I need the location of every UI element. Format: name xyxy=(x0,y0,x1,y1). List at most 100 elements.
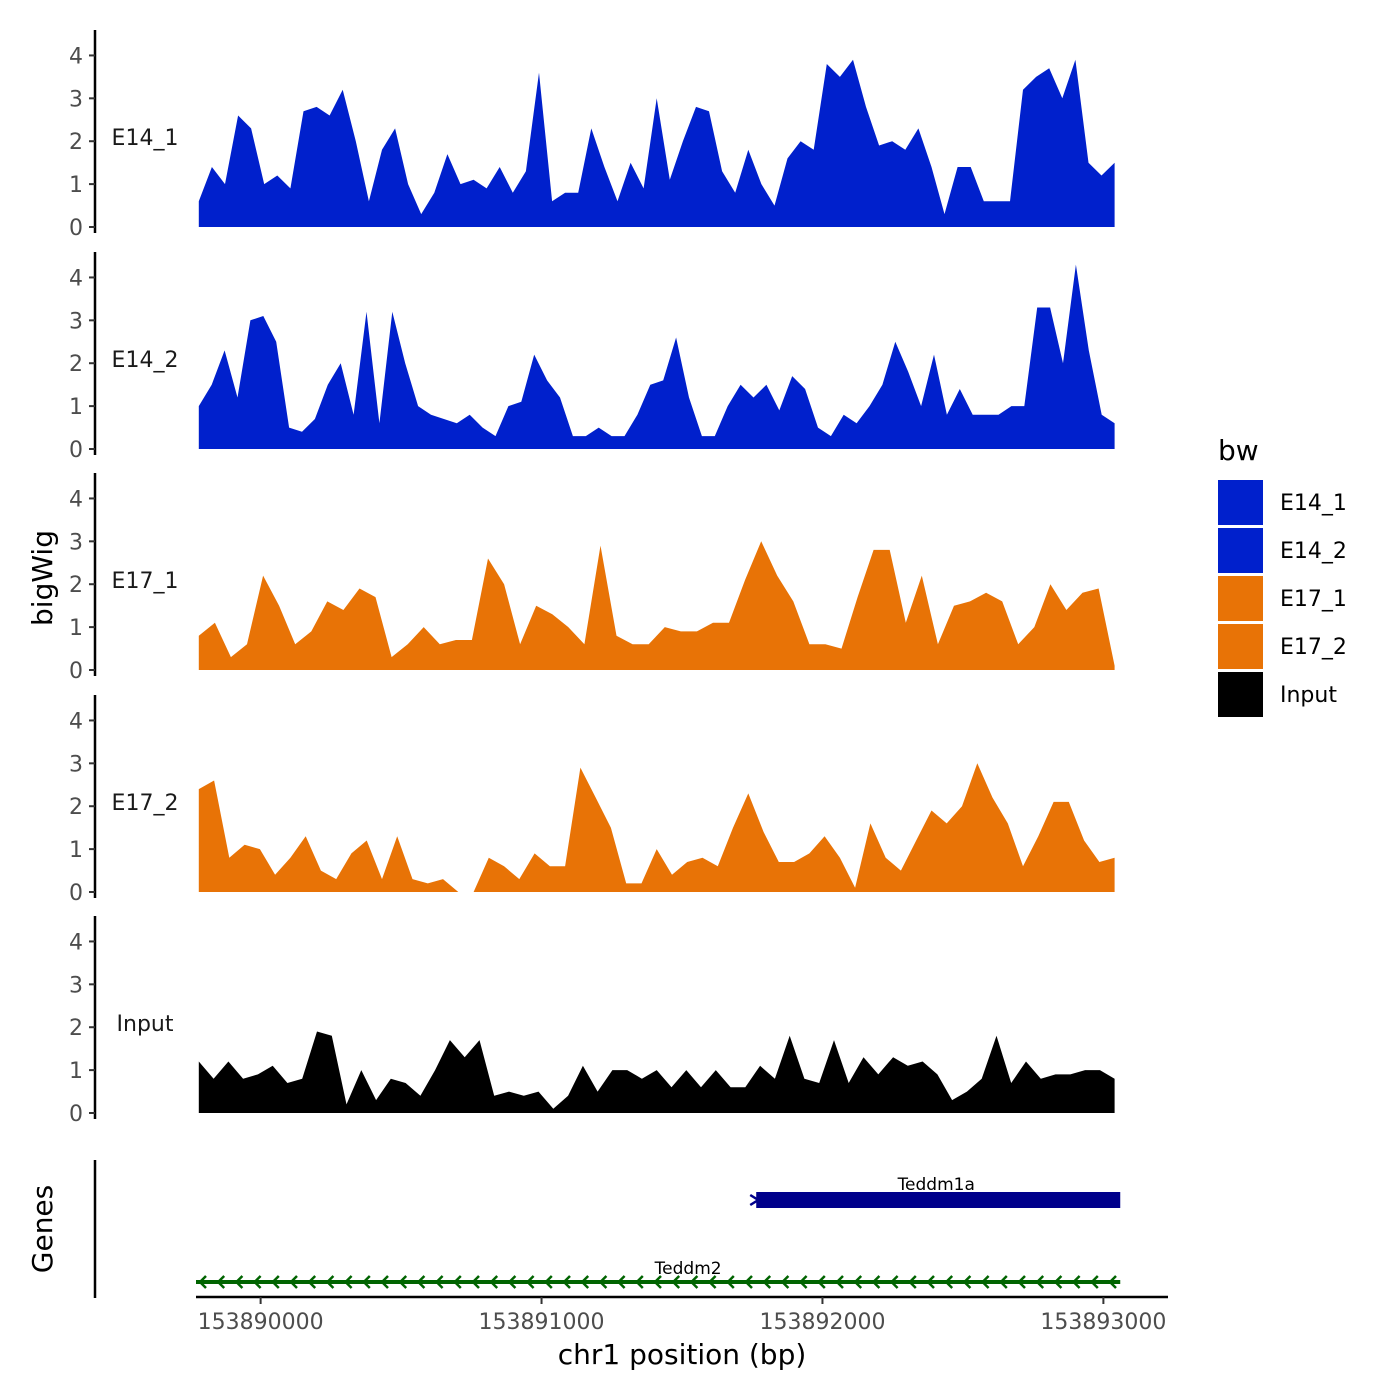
strand-arrow xyxy=(598,1275,608,1289)
track-label-E14_2: E14_2 xyxy=(112,348,179,373)
y-tick-label: 1 xyxy=(69,1059,83,1084)
track-label-Input: Input xyxy=(117,1012,174,1037)
strand-arrow xyxy=(689,1275,699,1289)
gene-label: Teddm2 xyxy=(654,1259,722,1279)
legend-label: E17_2 xyxy=(1280,635,1347,660)
strand-arrow xyxy=(525,1275,535,1289)
gene-Teddm2: Teddm2 xyxy=(196,1259,1121,1289)
x-tick-label: 153890000 xyxy=(198,1310,324,1335)
strand-arrow xyxy=(562,1275,571,1289)
track-E14_1: 0 1 2 3 4 E14_1 xyxy=(69,30,1115,241)
coverage-area-E14_2 xyxy=(198,264,1115,449)
strand-arrow xyxy=(1053,1275,1063,1289)
track-E17_1: 0 1 2 3 4 E17_1 xyxy=(69,473,1115,684)
strand-arrow xyxy=(871,1275,881,1289)
track-label-E17_1: E17_1 xyxy=(112,569,179,594)
strand-arrow xyxy=(926,1275,935,1289)
strand-arrow xyxy=(580,1275,590,1289)
strand-arrow xyxy=(380,1275,389,1289)
legend-key xyxy=(1218,576,1263,621)
y-tick-label: 2 xyxy=(69,573,83,598)
track-E14_2: 0 1 2 3 4 E14_2 xyxy=(69,252,1115,463)
strand-arrow xyxy=(944,1275,954,1289)
y-tick-label: 2 xyxy=(69,1016,83,1041)
track-label-E17_2: E17_2 xyxy=(112,791,179,816)
strand-arrow xyxy=(1071,1275,1081,1289)
legend-key xyxy=(1218,480,1263,525)
tracks-layer: 0 1 2 3 4 E14_1 0 1 2 3 4 E14_2 0 1 2 3 4 E17_1 0 1 2 3 4 E17_2… xyxy=(69,30,1115,1127)
y-tick-label: 0 xyxy=(69,216,83,241)
legend-label: E14_2 xyxy=(1280,539,1347,564)
legend-item-E17_2: E17_2 xyxy=(1218,624,1347,669)
strand-arrow xyxy=(616,1275,626,1289)
strand-arrow xyxy=(835,1275,844,1289)
y-axis-title: bigWig xyxy=(26,530,59,626)
strand-arrow xyxy=(762,1275,772,1289)
legend-title: bw xyxy=(1218,434,1259,467)
strand-arrow xyxy=(489,1275,499,1289)
strand-arrow xyxy=(307,1275,317,1289)
y-tick-label: 2 xyxy=(69,352,83,377)
y-tick-label: 2 xyxy=(69,795,83,820)
y-tick-label: 4 xyxy=(69,44,83,69)
track-Input: 0 1 2 3 4 Input xyxy=(69,916,1115,1127)
genes-layer: Teddm1a Teddm2 xyxy=(93,1160,1121,1298)
strand-arrow xyxy=(980,1275,990,1289)
legend-label: E14_1 xyxy=(1280,491,1347,516)
legend: bw E14_1 E14_2 E17_1 E17_2 Input xyxy=(1218,434,1347,717)
coverage-area-E14_1 xyxy=(198,59,1115,228)
strand-arrow xyxy=(325,1275,335,1289)
x-axis-title: chr1 position (bp) xyxy=(558,1338,807,1371)
legend-item-E17_1: E17_1 xyxy=(1218,576,1347,621)
y-tick-label: 4 xyxy=(69,930,83,955)
strand-arrow xyxy=(749,1193,761,1207)
coverage-area-E17_2 xyxy=(198,763,1115,892)
track-label-E14_1: E14_1 xyxy=(112,126,179,151)
strand-arrow xyxy=(507,1275,517,1289)
strand-arrow xyxy=(1108,1275,1117,1289)
strand-arrow xyxy=(744,1275,753,1289)
strand-arrow xyxy=(1035,1275,1045,1289)
strand-arrow xyxy=(252,1275,262,1289)
strand-arrow xyxy=(908,1275,917,1289)
x-axis: 153890000 153891000 153892000 153893000 xyxy=(196,1295,1168,1335)
x-tick-label: 153892000 xyxy=(759,1310,885,1335)
legend-label: E17_1 xyxy=(1280,587,1347,612)
y-tick-label: 0 xyxy=(69,659,83,684)
strand-arrow xyxy=(343,1275,353,1289)
strand-arrow xyxy=(671,1275,681,1289)
y-tick-label: 3 xyxy=(69,973,83,998)
strand-arrow xyxy=(780,1275,790,1289)
strand-arrow xyxy=(1017,1275,1026,1289)
gene-Teddm1a: Teddm1a xyxy=(749,1175,1121,1208)
strand-arrow xyxy=(234,1275,244,1289)
strand-arrow xyxy=(289,1275,298,1289)
y-tick-label: 1 xyxy=(69,173,83,198)
y-tick-label: 4 xyxy=(69,487,83,512)
legend-key xyxy=(1218,528,1263,573)
x-tick-label: 153891000 xyxy=(479,1310,605,1335)
strand-arrow xyxy=(453,1275,462,1289)
y-tick-label: 0 xyxy=(69,1102,83,1127)
strand-arrow xyxy=(999,1275,1008,1289)
strand-arrow xyxy=(726,1275,735,1289)
strand-arrow xyxy=(853,1275,863,1289)
strand-arrow xyxy=(653,1275,662,1289)
strand-arrow xyxy=(216,1275,226,1289)
coverage-area-Input xyxy=(198,1031,1115,1113)
strand-arrow xyxy=(798,1275,808,1289)
strand-arrow xyxy=(398,1275,408,1289)
y-tick-label: 3 xyxy=(69,752,83,777)
strand-arrow xyxy=(198,1275,207,1289)
y-tick-label: 4 xyxy=(69,266,83,291)
strand-arrow xyxy=(635,1275,644,1289)
strand-arrow xyxy=(434,1275,444,1289)
legend-key xyxy=(1218,624,1263,669)
y-tick-label: 1 xyxy=(69,838,83,863)
strand-arrow xyxy=(707,1275,717,1289)
y-tick-label: 0 xyxy=(69,881,83,906)
coverage-area-E17_1 xyxy=(198,541,1115,670)
track-E17_2: 0 1 2 3 4 E17_2 xyxy=(69,695,1115,906)
y-tick-label: 3 xyxy=(69,530,83,555)
